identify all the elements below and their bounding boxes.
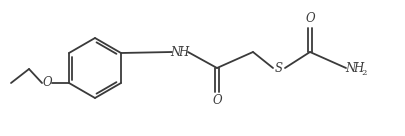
Text: N: N	[344, 61, 354, 75]
Text: O: O	[305, 13, 314, 26]
Text: O: O	[212, 95, 221, 107]
Text: H: H	[178, 46, 188, 58]
Text: S: S	[274, 61, 282, 75]
Text: 2: 2	[360, 69, 366, 77]
Text: N: N	[169, 46, 180, 58]
Text: H: H	[352, 61, 363, 75]
Text: O: O	[42, 76, 52, 89]
